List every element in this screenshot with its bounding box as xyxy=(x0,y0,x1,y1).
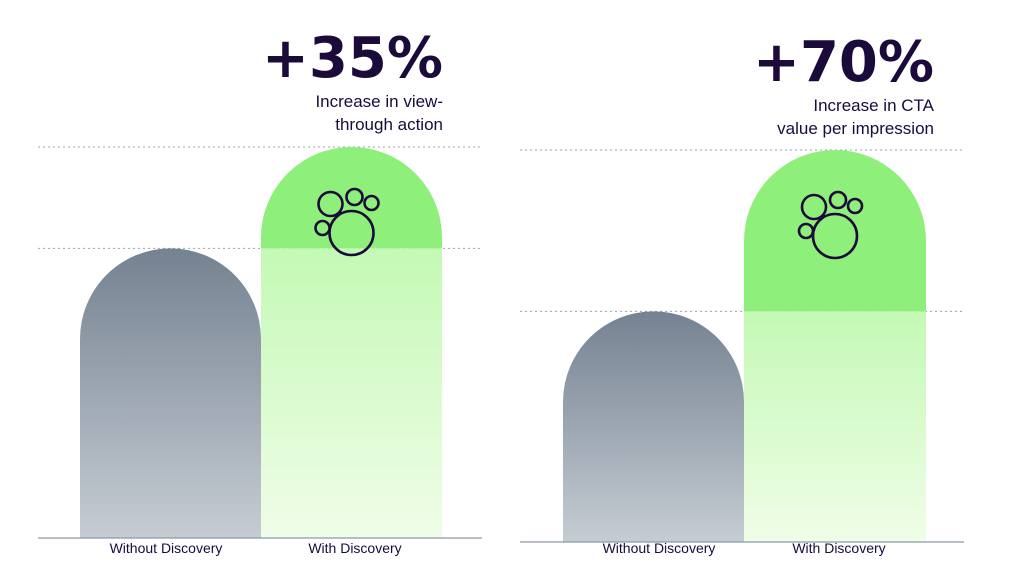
caption-line-1: Increase in CTA xyxy=(813,96,934,115)
bar-without-discovery xyxy=(563,311,745,542)
bars xyxy=(563,150,926,542)
bar-with-discovery-increase-segment xyxy=(261,147,442,249)
bar-with-discovery xyxy=(261,147,442,539)
headline-increase-cta-value: +70% xyxy=(753,30,934,95)
bars xyxy=(80,147,442,539)
caption-line-2: through action xyxy=(335,115,443,134)
discovery-bubbles-icon xyxy=(314,187,380,257)
bar-with-discovery-increase-segment xyxy=(744,150,926,312)
caption-line-1: Increase in view- xyxy=(315,92,443,111)
x-tick-label-without-discovery: Without Discovery xyxy=(603,540,716,556)
bar-with-discovery-base-segment xyxy=(261,248,442,539)
x-tick-label-with-discovery: With Discovery xyxy=(308,540,401,556)
caption-line-2: value per impression xyxy=(777,119,934,138)
bar-without-discovery xyxy=(80,248,261,539)
x-tick-label-with-discovery: With Discovery xyxy=(792,540,885,556)
chart-panel-cta-value: +70% Increase in CTA value per impressio… xyxy=(520,30,964,556)
discovery-bubbles-icon xyxy=(797,190,864,260)
chart-panel-view-through: +35% Increase in view- through action Wi… xyxy=(38,26,482,556)
bar-with-discovery-base-segment xyxy=(744,311,926,542)
bar-with-discovery xyxy=(744,150,926,542)
x-tick-label-without-discovery: Without Discovery xyxy=(110,540,223,556)
headline-increase-view-through: +35% xyxy=(262,26,443,91)
